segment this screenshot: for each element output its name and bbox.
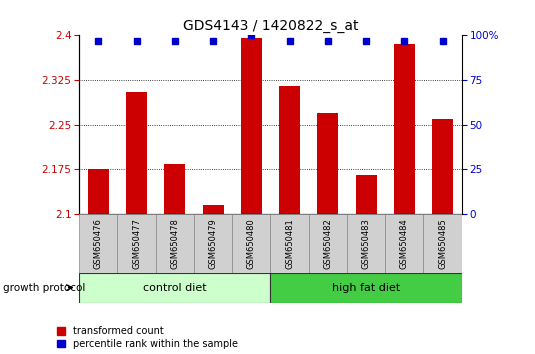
Text: GSM650484: GSM650484 [400, 218, 409, 269]
Text: GSM650479: GSM650479 [209, 218, 218, 269]
FancyBboxPatch shape [424, 214, 462, 273]
Bar [432, 119, 453, 214]
Text: high fat diet: high fat diet [332, 282, 400, 293]
Bar [126, 92, 147, 214]
Text: growth protocol: growth protocol [3, 282, 85, 293]
Bar [317, 113, 338, 214]
Bar [88, 170, 109, 214]
Bar [356, 176, 377, 214]
Text: GSM650483: GSM650483 [362, 218, 371, 269]
FancyBboxPatch shape [309, 214, 347, 273]
FancyBboxPatch shape [385, 214, 424, 273]
Bar [203, 205, 224, 214]
FancyBboxPatch shape [194, 214, 232, 273]
Text: GSM650485: GSM650485 [438, 218, 447, 269]
FancyBboxPatch shape [232, 214, 271, 273]
Bar [241, 38, 262, 214]
Title: GDS4143 / 1420822_s_at: GDS4143 / 1420822_s_at [182, 19, 358, 33]
Text: GSM650477: GSM650477 [132, 218, 141, 269]
Bar [164, 164, 185, 214]
FancyBboxPatch shape [79, 214, 118, 273]
FancyBboxPatch shape [271, 273, 462, 303]
FancyBboxPatch shape [156, 214, 194, 273]
Text: GSM650482: GSM650482 [323, 218, 332, 269]
FancyBboxPatch shape [118, 214, 156, 273]
Text: GSM650478: GSM650478 [170, 218, 179, 269]
Text: GSM650480: GSM650480 [247, 218, 256, 269]
FancyBboxPatch shape [79, 273, 271, 303]
Text: control diet: control diet [143, 282, 207, 293]
Text: GSM650481: GSM650481 [285, 218, 294, 269]
Bar [279, 86, 300, 214]
FancyBboxPatch shape [271, 214, 309, 273]
Text: GSM650476: GSM650476 [94, 218, 103, 269]
Bar [394, 44, 415, 214]
Legend: transformed count, percentile rank within the sample: transformed count, percentile rank withi… [57, 326, 238, 349]
FancyBboxPatch shape [347, 214, 385, 273]
